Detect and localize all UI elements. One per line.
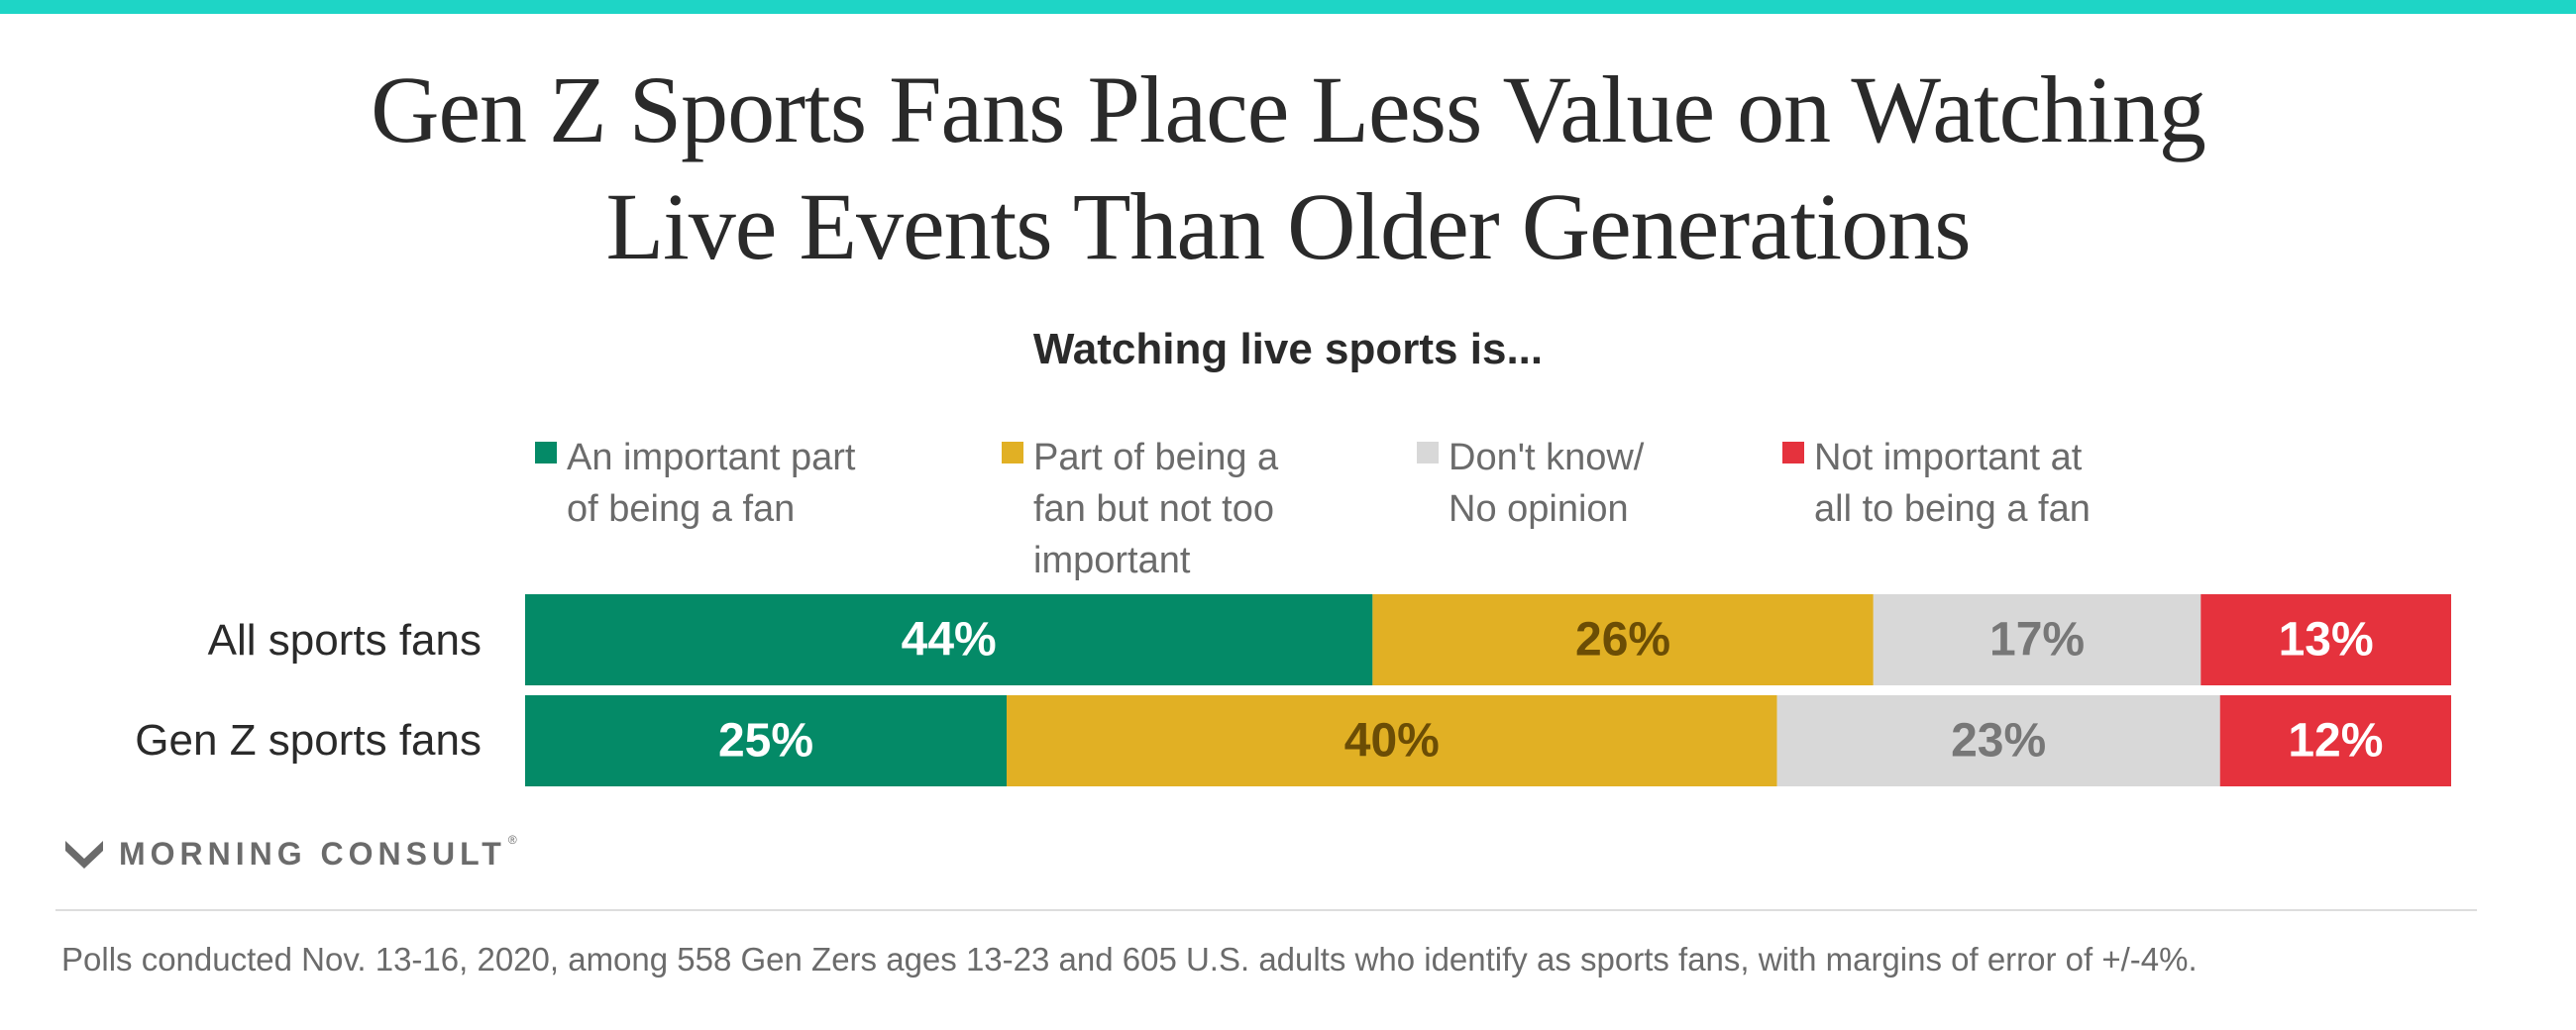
morning-consult-logo-icon xyxy=(65,841,103,869)
data-label-all-sports-fans-series-3: 17% xyxy=(1989,614,2085,667)
brand-name: MORNING CONSULT xyxy=(119,835,506,872)
brand-registered-mark: ® xyxy=(507,833,517,847)
bar-all-sports-fans-series-4 xyxy=(2200,594,2451,685)
bar-gen-z-sports-fans-series-1 xyxy=(525,695,1007,786)
chart-subtitle: Watching live sports is... xyxy=(1032,325,1544,373)
top-accent-bar xyxy=(0,0,2576,14)
bar-gen-z-sports-fans-series-3 xyxy=(1776,695,2220,786)
bar-gen-z-sports-fans-series-4 xyxy=(2219,695,2451,786)
data-label-all-sports-fans-series-1: 44% xyxy=(902,614,997,667)
legend-label-not-too-important: Part of being a fan but not too important xyxy=(1033,437,1279,581)
data-label-gen-z-sports-fans-series-2: 40% xyxy=(1344,715,1440,768)
legend-label-important: An important part of being a fan xyxy=(567,437,856,530)
methodology-note: Polls conducted Nov. 13-16, 2020, among … xyxy=(61,941,2198,978)
bar-all-sports-fans-series-3 xyxy=(1873,594,2201,685)
legend-swatch-not-important xyxy=(1782,442,1804,464)
legend-label-not-important: Not important at all to being a fan xyxy=(1814,437,2091,530)
bar-all-sports-fans-series-1 xyxy=(525,594,1373,685)
legend-swatch-not-too-important xyxy=(1002,442,1023,464)
data-label-all-sports-fans-series-4: 13% xyxy=(2279,614,2374,667)
data-label-gen-z-sports-fans-series-3: 23% xyxy=(1951,715,2046,768)
chart-title-line-2: Live Events Than Older Generations xyxy=(605,173,1971,279)
brand: MORNING CONSULT ® xyxy=(63,833,517,874)
bar-gen-z-sports-fans-series-2 xyxy=(1007,695,1777,786)
footer-divider xyxy=(55,909,2477,911)
chart-title: Gen Z Sports Fans Place Less Value on Wa… xyxy=(0,52,2576,285)
stacked-bar-chart: 44% 26% 17% 13% 25% 40% 23% 12% xyxy=(525,594,2451,786)
chart-title-line-1: Gen Z Sports Fans Place Less Value on Wa… xyxy=(371,56,2206,162)
row-label-gen-z-sports-fans: Gen Z sports fans xyxy=(135,716,482,765)
legend-swatch-dont-know xyxy=(1417,442,1439,464)
bar-all-sports-fans-series-2 xyxy=(1372,594,1874,685)
data-label-gen-z-sports-fans-series-4: 12% xyxy=(2288,715,2383,768)
data-label-all-sports-fans-series-2: 26% xyxy=(1575,614,1670,667)
row-label-all-sports-fans: All sports fans xyxy=(207,616,482,665)
data-label-gen-z-sports-fans-series-1: 25% xyxy=(718,715,813,768)
legend-swatch-important xyxy=(535,442,557,464)
legend-label-dont-know: Don't know/No opinion xyxy=(1449,437,1645,530)
